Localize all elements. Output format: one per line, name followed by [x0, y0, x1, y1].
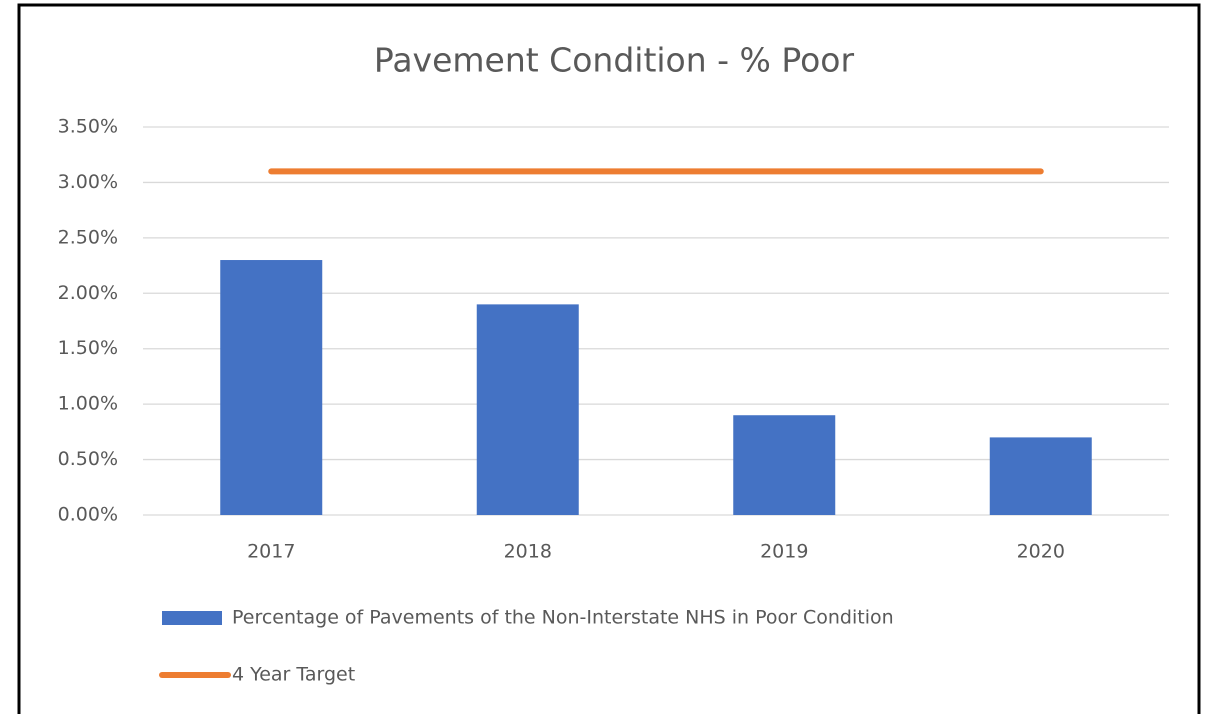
x-tick-label: 2018 [504, 541, 552, 563]
bar [989, 437, 1092, 515]
y-tick-label: 2.50% [58, 226, 118, 248]
x-tick-label: 2017 [247, 541, 295, 563]
y-tick-label: 1.00% [58, 393, 118, 415]
bar [476, 304, 579, 515]
y-tick-label: 2.00% [58, 282, 118, 304]
bar [220, 260, 323, 515]
y-tick-label: 3.00% [58, 171, 118, 193]
legend-label: Percentage of Pavements of the Non-Inter… [232, 607, 894, 629]
y-tick-label: 0.00% [58, 504, 118, 526]
chart-title: Pavement Condition - % Poor [374, 41, 855, 80]
legend-label: 4 Year Target [232, 664, 355, 686]
chart-frame [17, 3, 1201, 714]
y-tick-label: 0.50% [58, 448, 118, 470]
legend-swatch [162, 611, 222, 625]
bar [733, 415, 836, 515]
x-tick-label: 2019 [760, 541, 808, 563]
y-tick-label: 1.50% [58, 337, 118, 359]
y-tick-label: 3.50% [58, 116, 118, 138]
x-tick-label: 2020 [1017, 541, 1065, 563]
